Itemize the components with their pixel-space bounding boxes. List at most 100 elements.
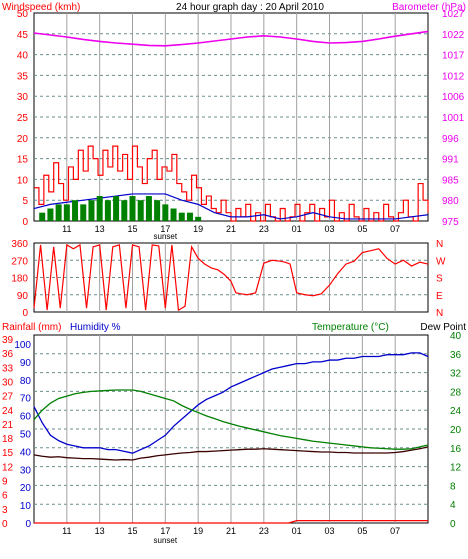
- temp-tick-label: 40: [450, 331, 462, 342]
- rain-tick-label: 6: [2, 491, 8, 502]
- humidity-tick-label: 60: [20, 412, 32, 423]
- humidity-tick-label: 10: [20, 501, 32, 512]
- wind-speed-bar: [47, 208, 54, 221]
- wind-x-tick-label: 01: [292, 224, 302, 234]
- barometer-tick-label: 996: [442, 134, 459, 145]
- wind-speed-bar: [104, 200, 111, 221]
- wind-tick-label: 30: [17, 92, 29, 103]
- temp-tick-label: 16: [450, 444, 462, 455]
- rain-tick-label: 3: [2, 505, 8, 516]
- temp-x-tick-label: 19: [193, 526, 203, 536]
- temp-x-tick-label: 21: [226, 526, 236, 536]
- temp-tick-label: 4: [450, 500, 456, 511]
- temp-tick-label: 8: [450, 481, 456, 492]
- temp-x-tick-label: 17: [160, 526, 170, 536]
- temp-x-tick-label: 07: [390, 526, 400, 536]
- humidity-line: [33, 352, 429, 454]
- temp-x-tick-label: 11: [62, 526, 71, 536]
- temp-x-tick-label: 05: [357, 526, 367, 536]
- wind-x-tick-label: 03: [324, 224, 334, 234]
- wind-speed-bar: [39, 212, 46, 221]
- compass-tick-label: S: [436, 274, 443, 285]
- direction-tick-label: 360: [11, 239, 28, 250]
- temp-tick-label: 0: [450, 519, 456, 530]
- chart-title: 24 hour graph day : 20 April 2010: [176, 2, 324, 13]
- humidity-tick-label: 0: [25, 519, 31, 530]
- wind-speed-bar: [170, 208, 177, 221]
- wind-speed-bar: [121, 200, 128, 221]
- rain-tick-label: 24: [2, 406, 14, 417]
- rain-tick-label: 0: [2, 519, 8, 530]
- wind-tick-label: 10: [17, 175, 29, 186]
- windspeed-axis-label: Windspeed (kmh): [2, 2, 80, 13]
- wind-speed-bar: [88, 200, 95, 221]
- barometer-tick-label: 985: [442, 175, 459, 186]
- wind-speed-bar: [154, 200, 161, 221]
- wind-direction-line: [33, 243, 429, 312]
- rain-tick-label: 9: [2, 477, 8, 488]
- humidity-tick-label: 100: [14, 340, 31, 351]
- wind-x-tick-label: 11: [62, 224, 71, 234]
- humidity-tick-label: 30: [20, 465, 32, 476]
- wind-speed-bar: [96, 196, 103, 221]
- barometer-tick-label: 1001: [442, 113, 465, 124]
- rain-tick-label: 30: [2, 377, 14, 388]
- barometer-tick-label: 1012: [442, 71, 465, 82]
- rain-tick-label: 12: [2, 462, 14, 473]
- wind-speed-bar: [129, 196, 136, 221]
- temp-x-tick-label: 03: [324, 526, 334, 536]
- wind-tick-label: 45: [17, 30, 29, 41]
- wind-tick-label: 40: [17, 51, 29, 62]
- wind-gust-line: [34, 145, 429, 222]
- direction-tick-label: 0: [22, 308, 28, 319]
- barometer-axis-label: Barometer (hPa): [392, 2, 466, 13]
- humidity-axis-label: Humidity %: [70, 322, 121, 333]
- wind-speed-bar: [55, 204, 62, 221]
- humidity-tick-label: 80: [20, 376, 32, 387]
- humidity-tick-label: 70: [20, 394, 32, 405]
- temp-x-tick-label: 13: [95, 526, 105, 536]
- wind-tick-label: 50: [17, 9, 29, 20]
- barometer-tick-label: 975: [442, 217, 459, 228]
- wind-x-tick-label: 13: [95, 224, 105, 234]
- wind-speed-bar: [137, 200, 144, 221]
- temp-tick-label: 20: [450, 425, 462, 436]
- direction-tick-label: 270: [11, 256, 28, 267]
- barometer-tick-label: 991: [442, 155, 459, 166]
- temp-x-tick-label: 23: [259, 526, 269, 536]
- wind-x-tick-label: 23: [259, 224, 269, 234]
- barometer-line: [33, 30, 429, 47]
- rain-tick-label: 33: [2, 363, 14, 374]
- temp-tick-label: 24: [450, 406, 462, 417]
- rain-tick-label: 18: [2, 434, 14, 445]
- wind-speed-bar: [145, 196, 152, 221]
- wind-speed-bar: [72, 200, 79, 221]
- wind-speed-bar: [113, 196, 120, 221]
- wind-x-tick-label: 05: [357, 224, 367, 234]
- wind-tick-label: 15: [17, 155, 29, 166]
- rainfall-axis-label: Rainfall (mm): [2, 322, 61, 333]
- humidity-tick-label: 20: [20, 483, 32, 494]
- rain-tick-label: 15: [2, 448, 14, 459]
- temp-x-tick-label: 15: [127, 526, 137, 536]
- wind-x-tick-label: 21: [226, 224, 236, 234]
- wind-x-tick-label: 15: [127, 224, 137, 234]
- compass-tick-label: W: [436, 256, 446, 267]
- barometer-tick-label: 1027: [442, 9, 465, 20]
- compass-tick-label: E: [436, 291, 443, 302]
- rain-tick-label: 39: [2, 335, 14, 346]
- wind-speed-bar: [80, 204, 87, 221]
- temp-tick-label: 12: [450, 463, 462, 474]
- wind-sunset-marker: sunset: [154, 232, 178, 241]
- rainfall-line: [34, 519, 428, 524]
- dew-point-line: [33, 446, 429, 461]
- rain-tick-label: 36: [2, 349, 14, 360]
- temperature-axis-label: Temperature (°C): [312, 322, 389, 333]
- temperature-line: [33, 389, 429, 450]
- temp-tick-label: 32: [450, 369, 462, 380]
- compass-tick-label: N: [436, 308, 443, 319]
- direction-tick-label: 180: [11, 274, 28, 285]
- wind-tick-label: 5: [22, 196, 28, 207]
- humidity-tick-label: 90: [20, 358, 32, 369]
